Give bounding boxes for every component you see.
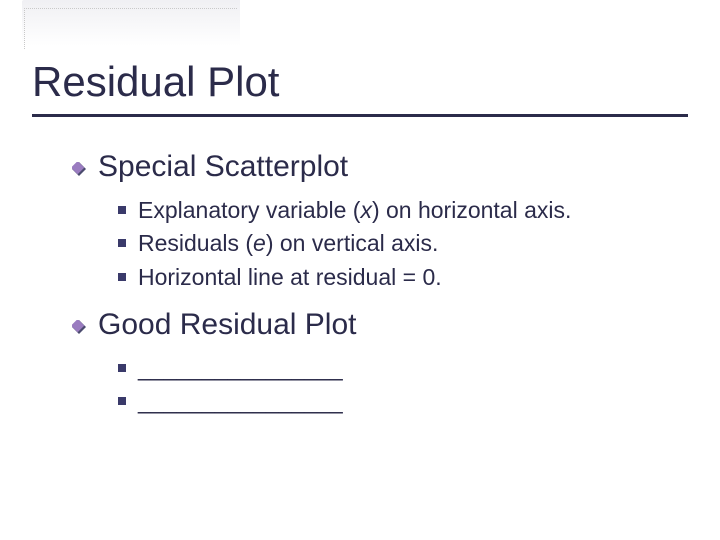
slide-body: Special Scatterplot Explanatory variable… — [72, 150, 680, 425]
slide-title: Residual Plot — [32, 58, 688, 106]
sublist: ________________ ________________ — [118, 352, 680, 419]
sublist: Explanatory variable (x) on horizontal a… — [118, 194, 680, 294]
bullet-level2-text: Explanatory variable (x) on horizontal a… — [138, 194, 571, 227]
bullet-level2: ________________ — [118, 352, 680, 385]
bullet-level1: Good Residual Plot — [72, 308, 680, 342]
fill-in-blank: ________________ — [138, 385, 343, 418]
diamond-bullet-icon — [72, 320, 86, 334]
bullet-level2-text: Residuals (e) on vertical axis. — [138, 227, 438, 260]
bullet-level2: Explanatory variable (x) on horizontal a… — [118, 194, 680, 227]
square-bullet-icon — [118, 206, 126, 214]
title-area: Residual Plot — [32, 58, 688, 117]
square-bullet-icon — [118, 239, 126, 247]
bullet-level2: Residuals (e) on vertical axis. — [118, 227, 680, 260]
text-segment: ) on horizontal axis. — [372, 197, 571, 223]
italic-var: e — [253, 230, 266, 256]
text-segment: Residuals ( — [138, 230, 253, 256]
square-bullet-icon — [118, 364, 126, 372]
diamond-bullet-icon — [72, 162, 86, 176]
slide: Residual Plot Special Scatterplot Explan… — [0, 0, 720, 540]
fill-in-blank: ________________ — [138, 352, 343, 385]
bullet-level2-text: Horizontal line at residual = 0. — [138, 261, 442, 294]
bullet-level1-text: Good Residual Plot — [98, 308, 357, 342]
text-segment: ) on vertical axis. — [266, 230, 439, 256]
bullet-level2: Horizontal line at residual = 0. — [118, 261, 680, 294]
text-segment: Horizontal line at residual = 0. — [138, 264, 442, 290]
bullet-level1-text: Special Scatterplot — [98, 150, 348, 184]
bullet-level2: ________________ — [118, 385, 680, 418]
text-segment: ________________ — [138, 388, 343, 414]
italic-var: x — [360, 197, 372, 223]
square-bullet-icon — [118, 397, 126, 405]
square-bullet-icon — [118, 273, 126, 281]
text-segment: ________________ — [138, 355, 343, 381]
text-segment: Explanatory variable ( — [138, 197, 360, 223]
bullet-level1: Special Scatterplot — [72, 150, 680, 184]
placeholder-outline — [24, 8, 237, 49]
title-underline — [32, 114, 688, 117]
